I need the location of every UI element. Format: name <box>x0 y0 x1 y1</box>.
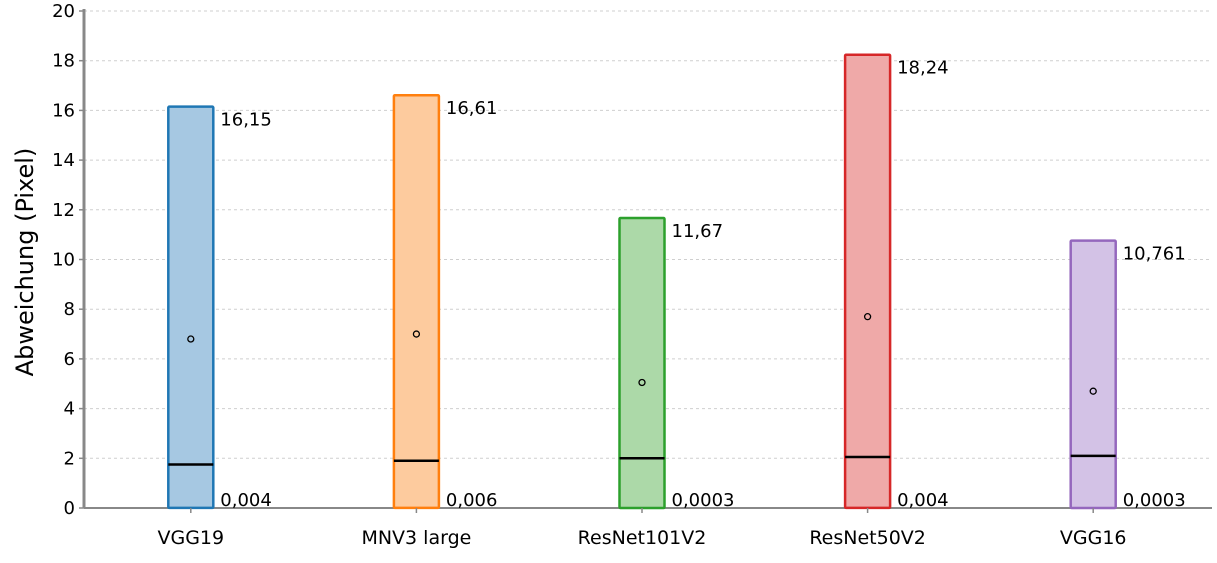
box-resnet101v2: 11,67 0,0003 ResNet101V2 <box>578 216 735 549</box>
y-tick-label: 14 <box>52 150 75 171</box>
min-label: 0,006 <box>446 490 498 511</box>
mean-marker <box>1089 387 1097 395</box>
y-tick-label: 16 <box>52 100 75 121</box>
box-rect <box>843 53 892 510</box>
mean-marker <box>412 330 421 338</box>
max-label: 18,24 <box>897 58 949 79</box>
mean-marker <box>863 313 872 321</box>
y-tick-label: 12 <box>52 200 75 221</box>
x-tick-label: ResNet50V2 <box>809 527 926 549</box>
box-rect <box>1069 239 1117 510</box>
y-tick-label: 20 <box>52 1 75 22</box>
y-tick-label: 18 <box>52 51 75 72</box>
y-axis-title: Abweichung (Pixel) <box>11 148 39 377</box>
y-tick-label: 4 <box>64 399 75 420</box>
box-mnv3-large: 16,61 0,006 MNV3 large <box>361 93 498 549</box>
y-tick-label: 6 <box>64 349 75 370</box>
min-label: 0,0003 <box>1123 490 1186 511</box>
x-tick-label: VGG19 <box>157 527 224 549</box>
box-rect <box>392 93 441 510</box>
x-tick-label: ResNet101V2 <box>578 527 707 549</box>
x-tick-label: MNV3 large <box>361 527 471 549</box>
box-rect <box>167 105 215 510</box>
max-label: 16,61 <box>446 98 498 119</box>
min-label: 0,0003 <box>672 490 735 511</box>
max-label: 10,761 <box>1123 244 1186 265</box>
min-label: 0,004 <box>220 490 272 511</box>
min-label: 0,004 <box>897 490 949 511</box>
x-tick-label: VGG16 <box>1060 527 1127 549</box>
box-vgg19: 16,15 0,004 VGG19 <box>157 105 272 549</box>
mean-marker <box>638 378 646 387</box>
max-label: 11,67 <box>672 221 724 242</box>
y-tick-label: 2 <box>64 448 75 469</box>
box-rect <box>618 216 666 510</box>
max-label: 16,15 <box>220 110 272 131</box>
y-tick-label: 10 <box>52 250 75 271</box>
mean-marker <box>187 335 195 343</box>
box-vgg16: 10,761 0,0003 VGG16 <box>1060 239 1186 549</box>
boxes: 16,15 0,004 VGG19 16,61 0,006 MNV3 large 11,67… <box>157 53 1186 549</box>
y-tick-label: 8 <box>64 299 75 320</box>
y-tick-label: 0 <box>64 498 75 519</box>
box-resnet50v2: 18,24 0,004 ResNet50V2 <box>809 53 949 549</box>
